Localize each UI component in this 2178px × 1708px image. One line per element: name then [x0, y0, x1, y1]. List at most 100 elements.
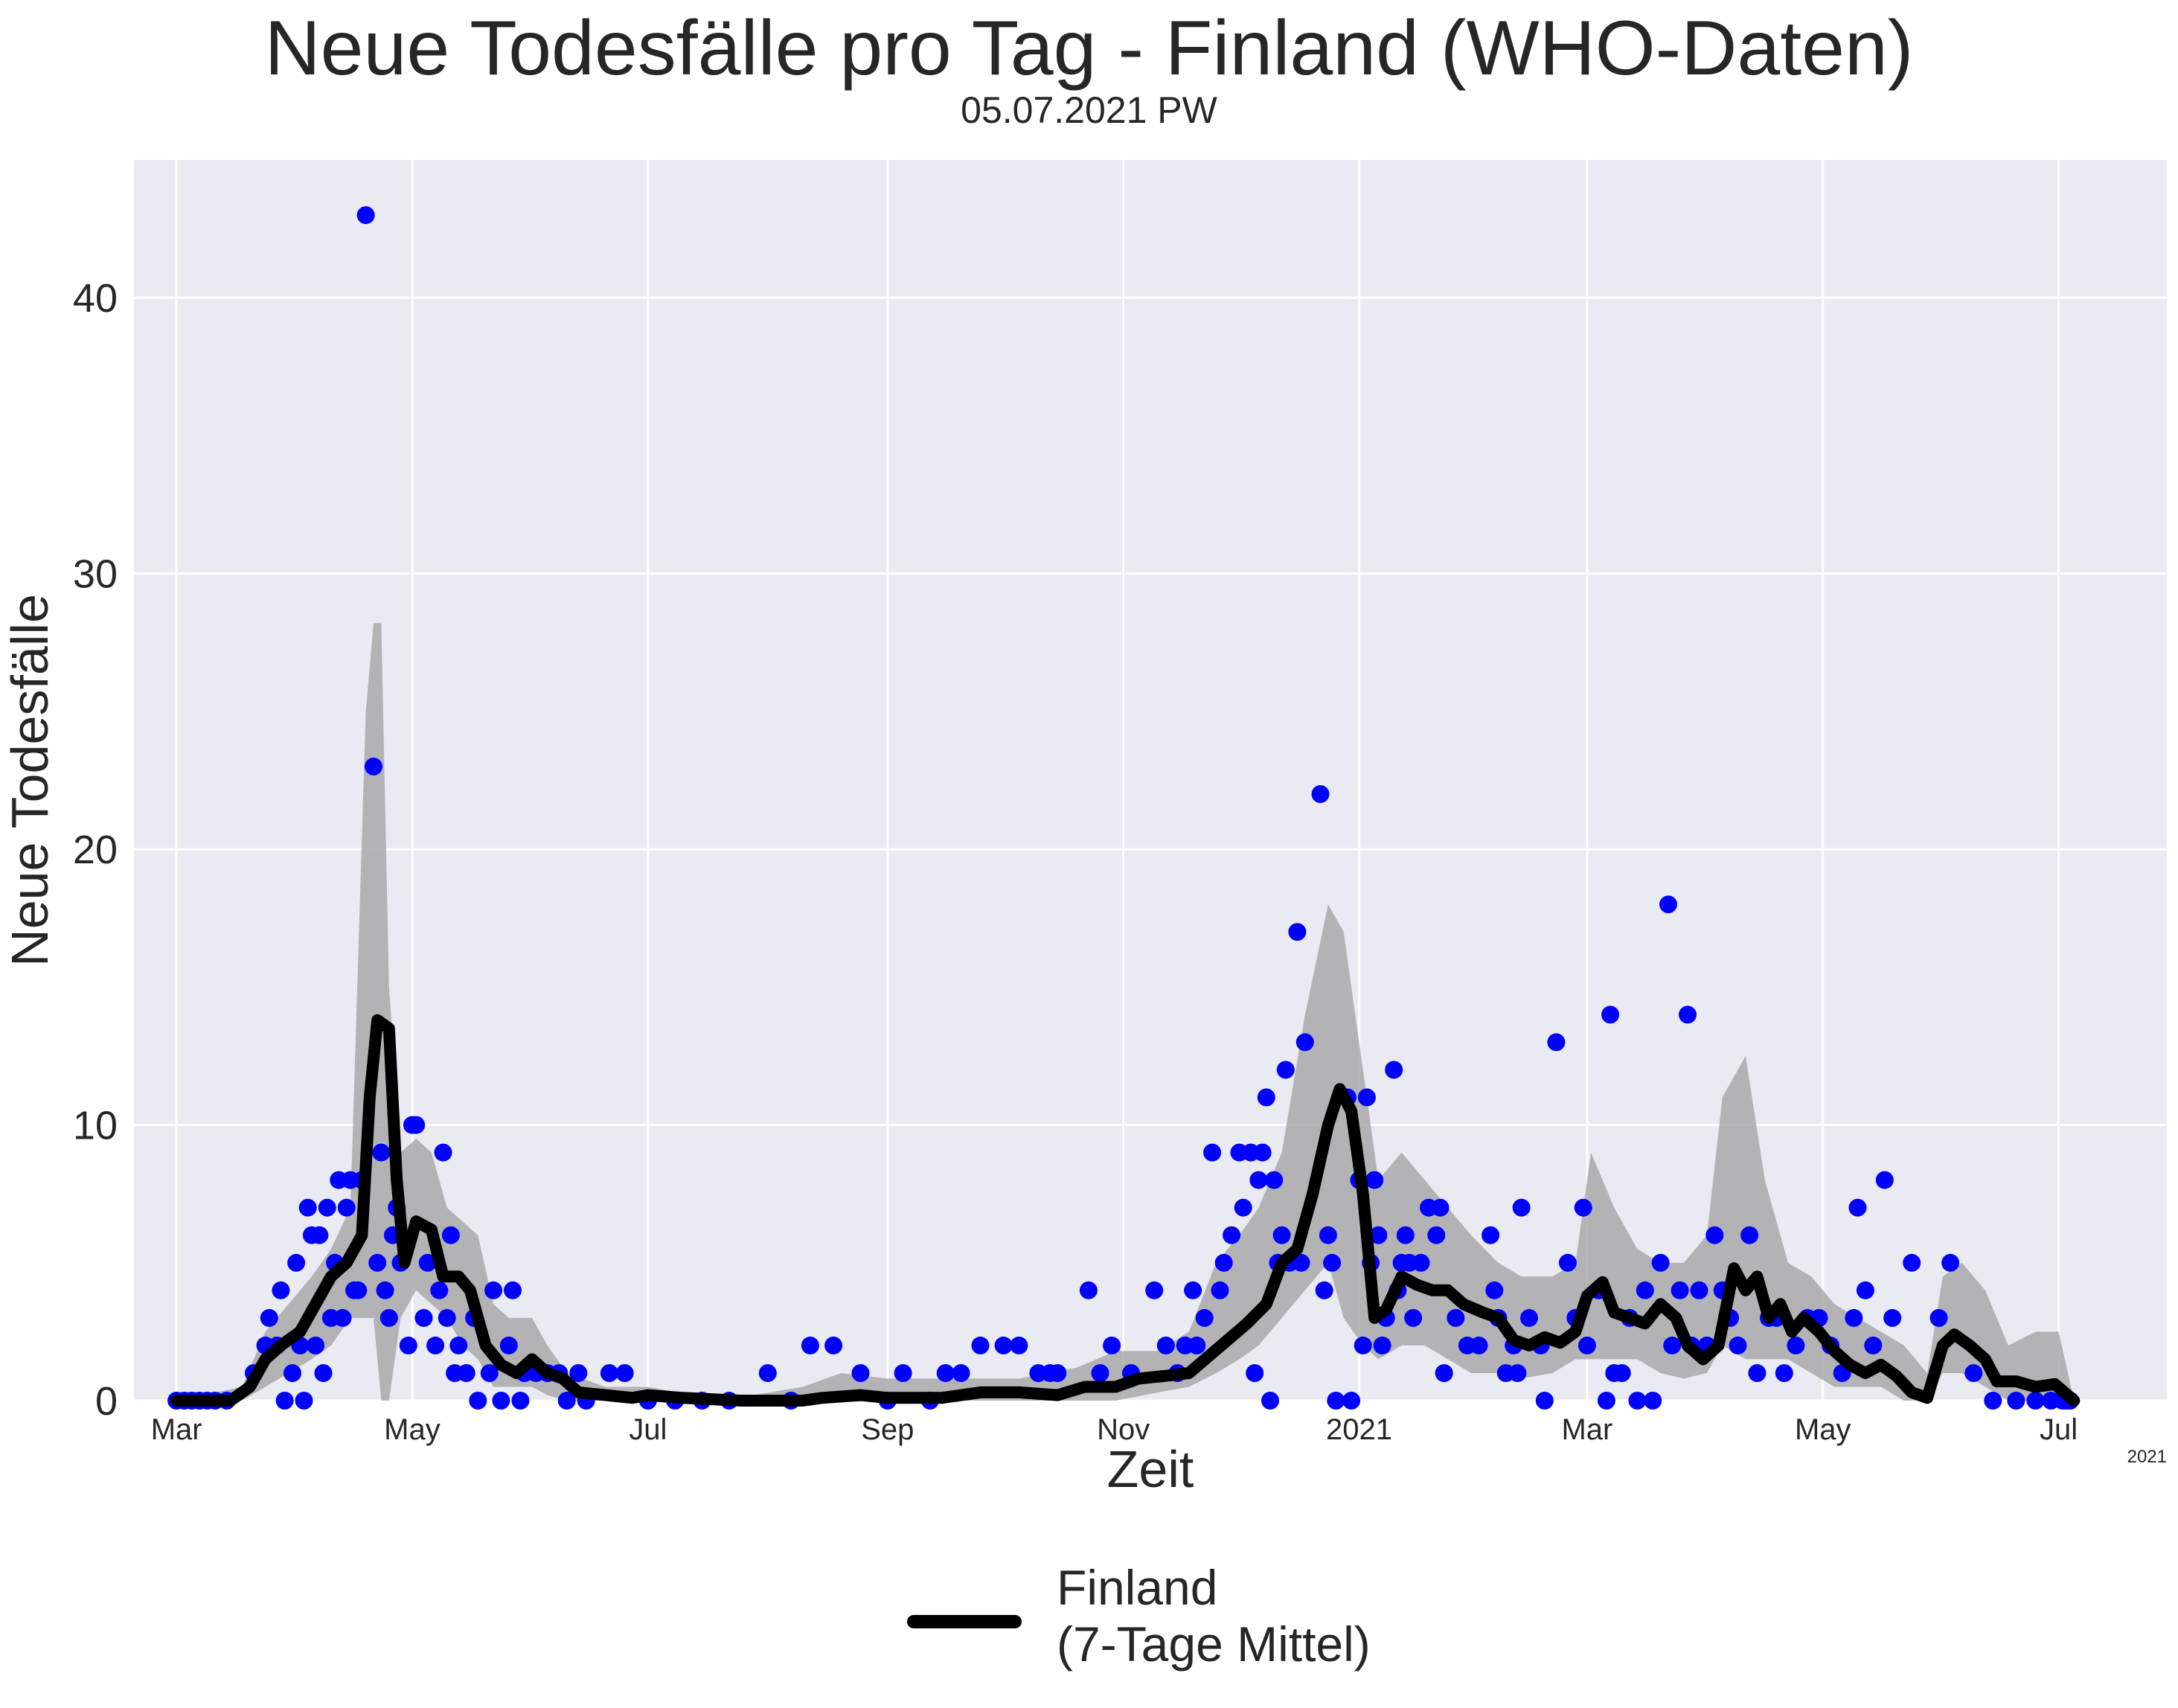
data-point — [569, 1364, 588, 1382]
spread-band-area — [176, 623, 2075, 1401]
data-point — [1091, 1364, 1109, 1382]
data-point — [1246, 1364, 1264, 1382]
data-point — [368, 1253, 387, 1272]
data-point — [1651, 1253, 1670, 1272]
data-point — [1261, 1392, 1279, 1410]
data-point — [1663, 1336, 1682, 1354]
data-point — [1558, 1253, 1577, 1272]
data-point — [407, 1116, 426, 1134]
mean-line-path — [170, 1014, 2081, 1407]
data-point — [1354, 1336, 1372, 1354]
data-point — [1295, 1033, 1314, 1052]
data-point — [1775, 1364, 1793, 1382]
data-point — [287, 1253, 306, 1272]
data-point — [365, 758, 382, 775]
data-point — [1292, 1253, 1310, 1272]
data-point — [480, 1364, 499, 1382]
data-point — [1323, 1253, 1342, 1272]
data-point — [971, 1336, 990, 1354]
data-point — [434, 1143, 452, 1162]
y-tick-label: 40 — [73, 276, 118, 321]
data-point — [952, 1364, 970, 1382]
data-point — [1412, 1253, 1430, 1272]
x-axis-label: Zeit — [1107, 1440, 1194, 1498]
data-point — [1234, 1198, 1252, 1217]
data-point — [1578, 1336, 1596, 1354]
data-point — [1373, 1336, 1391, 1354]
data-point — [349, 1281, 368, 1299]
data-point — [1249, 1171, 1268, 1189]
x-tick-label: Jul — [629, 1413, 667, 1446]
data-point — [1396, 1226, 1415, 1244]
legend: Finland (7-Tage Mittel) — [904, 1559, 1425, 1686]
data-point — [1288, 923, 1307, 941]
y-tick-label: 0 — [95, 1379, 118, 1424]
data-point — [399, 1336, 417, 1354]
data-point — [1188, 1336, 1206, 1354]
data-point — [1431, 1198, 1450, 1217]
data-point — [1848, 1198, 1867, 1217]
data-point — [1875, 1171, 1894, 1189]
x-axis-offset-label: 2021 — [2127, 1447, 2167, 1467]
y-tick-label: 30 — [73, 552, 118, 597]
data-point — [758, 1364, 777, 1382]
data-point — [1265, 1171, 1284, 1189]
data-point — [1357, 1088, 1376, 1107]
x-tick-label: May — [1795, 1413, 1851, 1446]
data-point — [484, 1281, 502, 1299]
data-point — [260, 1308, 278, 1327]
data-point — [1705, 1226, 1724, 1244]
data-point — [499, 1336, 518, 1354]
data-point — [1103, 1336, 1121, 1354]
y-tick-label: 20 — [73, 828, 118, 872]
data-point — [1079, 1281, 1098, 1299]
data-point — [1427, 1226, 1446, 1244]
data-point — [356, 206, 375, 225]
data-point — [1156, 1336, 1175, 1354]
data-point — [1482, 1226, 1500, 1244]
data-point — [1964, 1364, 1983, 1382]
data-point — [1319, 1226, 1337, 1244]
data-point — [1447, 1308, 1465, 1327]
axis-ticks: 0 10 20 30 40 Mar May Jul Sep Nov 2021 Mar May Jul — [73, 276, 2078, 1446]
data-point — [1864, 1336, 1883, 1354]
chart-subtitle: 05.07.2021 PW — [961, 89, 1217, 131]
data-point — [1272, 1226, 1291, 1244]
data-point — [1628, 1392, 1647, 1410]
mean-line — [170, 1014, 2081, 1407]
data-point — [1470, 1336, 1488, 1354]
data-point — [337, 1198, 356, 1217]
data-point — [1547, 1033, 1566, 1052]
data-point — [318, 1198, 336, 1217]
data-point — [492, 1392, 510, 1410]
data-point — [1690, 1281, 1708, 1299]
data-point — [333, 1308, 352, 1327]
data-point — [426, 1336, 445, 1354]
data-point — [1787, 1336, 1805, 1354]
plot-background — [134, 160, 2167, 1401]
data-point — [1315, 1281, 1333, 1299]
x-tick-label: Mar — [1561, 1413, 1612, 1446]
data-point — [1276, 1061, 1295, 1079]
data-point — [1984, 1392, 2002, 1410]
data-point — [298, 1198, 317, 1217]
data-point — [469, 1392, 487, 1410]
data-point — [1856, 1281, 1874, 1299]
data-point — [1883, 1308, 1902, 1327]
x-tick-label: Mar — [151, 1413, 202, 1446]
data-point — [1435, 1364, 1453, 1382]
data-point — [936, 1364, 955, 1382]
data-point — [1203, 1143, 1222, 1162]
data-point — [372, 1143, 391, 1162]
data-point — [1597, 1392, 1615, 1410]
data-point — [1145, 1281, 1164, 1299]
data-point — [557, 1392, 576, 1410]
data-point — [310, 1226, 329, 1244]
data-point — [1903, 1253, 1921, 1272]
data-point — [1740, 1226, 1759, 1244]
data-point — [1214, 1253, 1233, 1272]
data-point — [1636, 1281, 1654, 1299]
data-point — [441, 1226, 460, 1244]
data-point — [449, 1336, 468, 1354]
